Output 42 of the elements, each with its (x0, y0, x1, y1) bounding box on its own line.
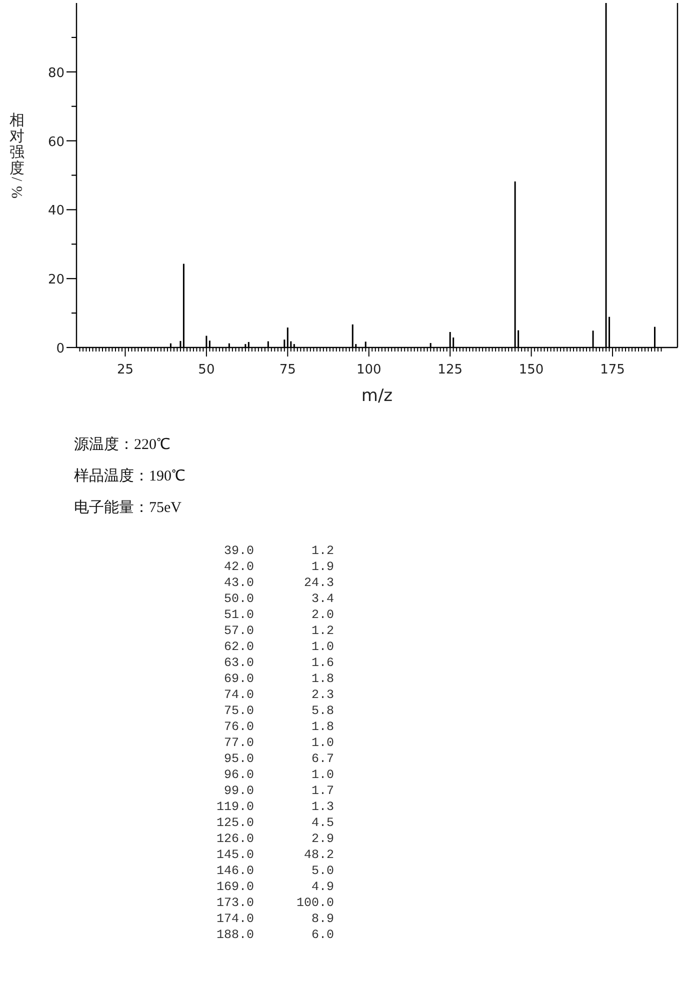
y-axis-title: 相对强度/% (8, 113, 24, 198)
table-row: 188.0 6.0 (216, 928, 334, 942)
table-row: 96.0 1.0 (224, 768, 334, 782)
table-row: 69.0 1.8 (224, 672, 334, 686)
y-tick-label: 60 (48, 134, 64, 150)
annotation: 样品温度：190℃ (74, 468, 186, 484)
table-row: 51.0 2.0 (224, 608, 334, 622)
table-row: 63.0 1.6 (224, 656, 334, 670)
table-row: 39.0 1.2 (224, 544, 334, 558)
table-row: 119.0 1.3 (216, 800, 334, 814)
y-tick-label: 80 (48, 66, 64, 81)
table-row: 62.0 1.0 (224, 640, 334, 654)
table-row: 74.0 2.3 (224, 688, 334, 702)
x-tick-label: 125 (438, 362, 462, 378)
table-row: 126.0 2.9 (216, 832, 334, 846)
table-row: 173.0 100.0 (216, 896, 334, 910)
table-row: 75.0 5.8 (224, 704, 334, 718)
x-tick-label: 150 (518, 362, 544, 378)
x-tick-label: 50 (198, 362, 215, 378)
table-row: 57.0 1.2 (224, 624, 334, 638)
x-tick-label: 100 (356, 362, 382, 378)
table-row: 42.0 1.9 (224, 560, 334, 574)
table-row: 146.0 5.0 (216, 864, 334, 878)
table-row: 95.0 6.7 (224, 752, 334, 766)
y-tick-label: 0 (56, 342, 64, 356)
table-row: 76.0 1.8 (224, 720, 334, 734)
table-row: 125.0 4.5 (216, 816, 334, 830)
table-row: 43.0 24.3 (224, 576, 334, 590)
table-row: 77.0 1.0 (224, 736, 334, 750)
x-tick-label: 75 (279, 362, 296, 378)
x-axis-title: m/z (361, 386, 393, 406)
table-row: 50.0 3.4 (224, 592, 334, 606)
table-row: 145.0 48.2 (216, 848, 334, 862)
x-tick-label: 25 (116, 362, 134, 378)
table-row: 169.0 4.9 (216, 880, 334, 894)
annotation: 电子能量：75eV (74, 500, 182, 516)
y-tick-label: 20 (48, 272, 64, 288)
annotation: 源温度：220℃ (74, 437, 170, 453)
table-row: 174.0 8.9 (216, 912, 334, 926)
table-row: 99.0 1.7 (224, 784, 334, 798)
x-tick-label: 175 (600, 362, 625, 378)
y-tick-label: 40 (48, 204, 64, 219)
